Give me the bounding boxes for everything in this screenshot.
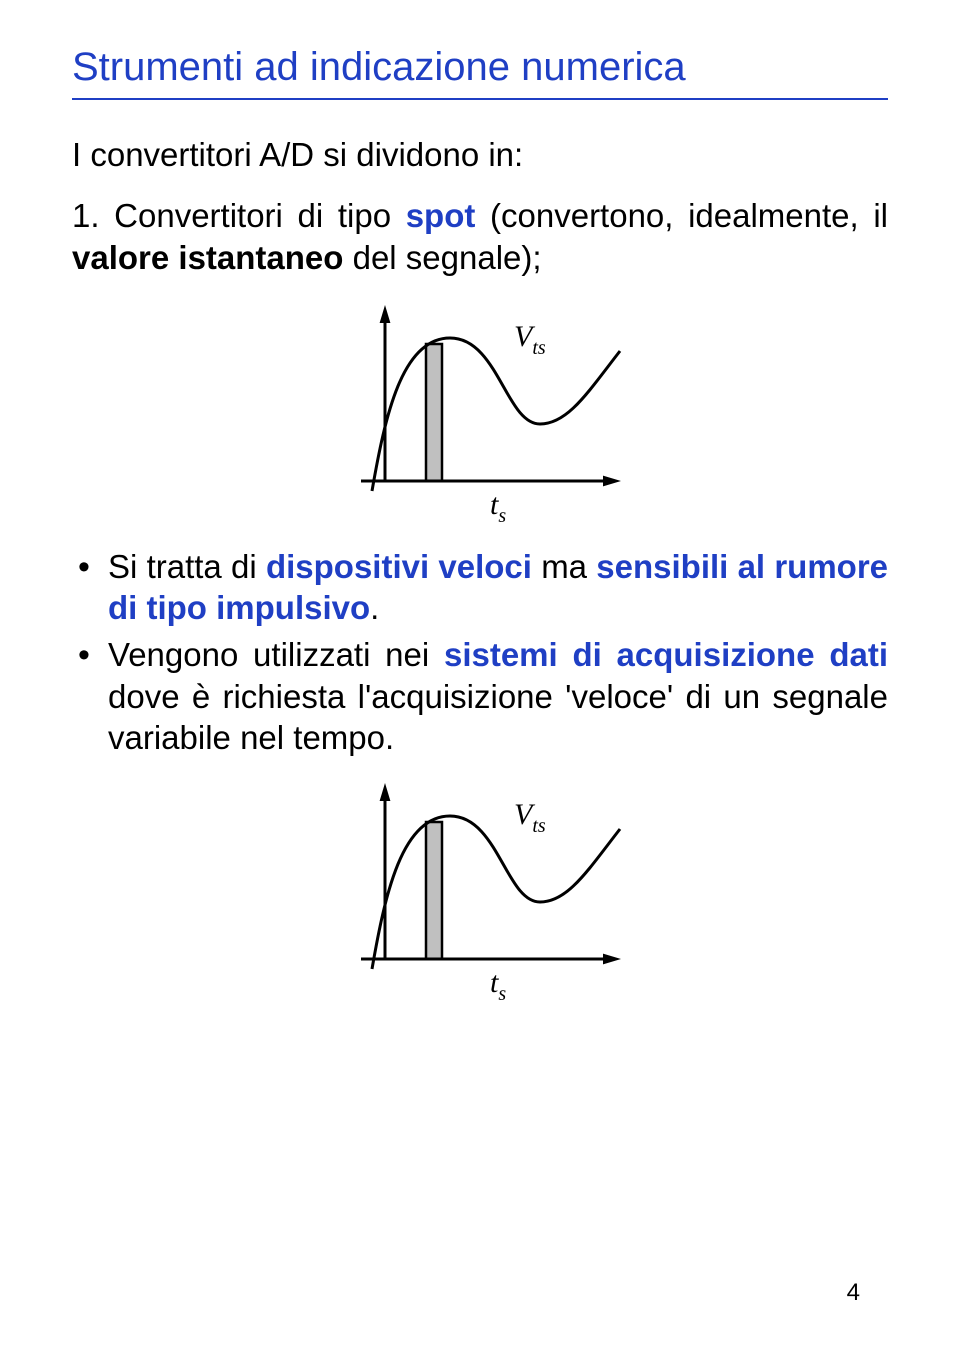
b2-b: sistemi di acquisizione dati — [444, 636, 888, 673]
b2-c: dove è richiesta l'acquisizione 'veloce'… — [108, 678, 888, 756]
p1-end: del segnale); — [343, 239, 541, 276]
b1-a: Si tratta di — [108, 548, 266, 585]
bullet-1: Si tratta di dispositivi veloci ma sensi… — [72, 546, 888, 629]
svg-text:ts: ts — [490, 966, 506, 1004]
b1-e: . — [370, 589, 379, 626]
page-title: Strumenti ad indicazione numerica — [72, 42, 888, 100]
b1-b: dispositivi veloci — [266, 548, 532, 585]
p1-valore: valore istantaneo — [72, 239, 343, 276]
p1-spot: spot — [406, 197, 476, 234]
spot-diagram-svg-2: Vts ts — [330, 774, 630, 1004]
spot-diagram-svg: Vts ts — [330, 296, 630, 526]
svg-text:Vts: Vts — [514, 798, 546, 837]
diagram-1: Vts ts — [72, 296, 888, 526]
p1-prefix: 1. Convertitori di tipo — [72, 197, 406, 234]
diagram-2: Vts ts — [72, 774, 888, 1004]
paragraph-1: 1. Convertitori di tipo spot (convertono… — [72, 195, 888, 278]
svg-text:ts: ts — [490, 488, 506, 526]
page-number: 4 — [847, 1278, 860, 1308]
bullet-2: Vengono utilizzati nei sistemi di acquis… — [72, 634, 888, 758]
b1-c: ma — [532, 548, 596, 585]
intro-text: I convertitori A/D si dividono in: — [72, 134, 888, 175]
p1-mid: (convertono, idealmente, il — [475, 197, 888, 234]
b2-a: Vengono utilizzati nei — [108, 636, 444, 673]
svg-text:Vts: Vts — [514, 320, 546, 359]
